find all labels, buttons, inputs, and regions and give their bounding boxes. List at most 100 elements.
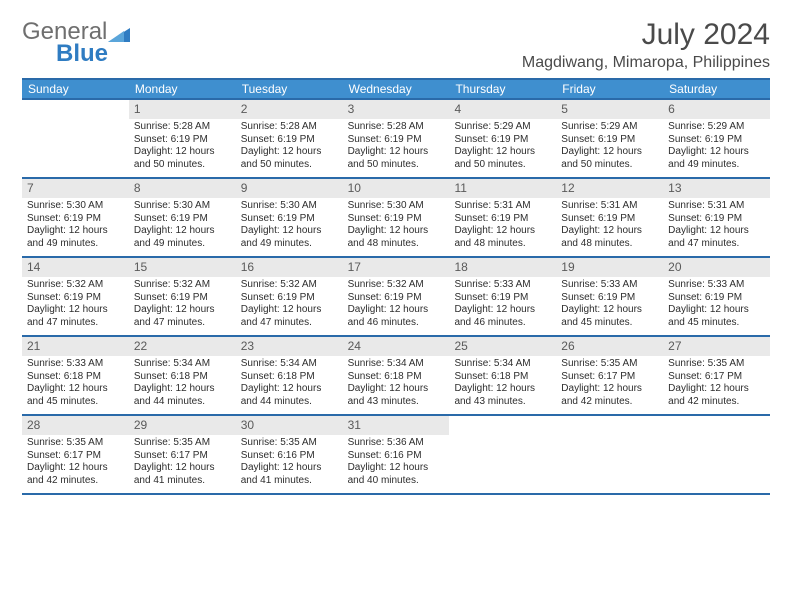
sunrise-label: Sunrise: <box>348 121 387 132</box>
sunrise-value: 5:29 AM <box>494 121 531 132</box>
weekday-header: Sunday <box>22 82 129 96</box>
month-title: July 2024 <box>522 18 770 52</box>
calendar-day-cell: 9Sunrise: 5:30 AMSunset: 6:19 PMDaylight… <box>236 179 343 256</box>
sunrise-value: 5:35 AM <box>280 437 317 448</box>
sunset-value: 6:16 PM <box>277 450 314 461</box>
day-details: Sunrise: 5:28 AMSunset: 6:19 PMDaylight:… <box>241 121 338 171</box>
calendar-day-cell: 31Sunrise: 5:36 AMSunset: 6:16 PMDayligh… <box>343 416 450 493</box>
sunrise-value: 5:31 AM <box>708 200 745 211</box>
sunset-label: Sunset: <box>561 213 598 224</box>
sunset-label: Sunset: <box>241 292 278 303</box>
day-details: Sunrise: 5:33 AMSunset: 6:19 PMDaylight:… <box>454 279 551 329</box>
daylight-label: Daylight: <box>348 304 390 315</box>
daylight-label: Daylight: <box>241 383 283 394</box>
day-details: Sunrise: 5:34 AMSunset: 6:18 PMDaylight:… <box>134 358 231 408</box>
sunrise-value: 5:36 AM <box>387 437 424 448</box>
sunset-value: 6:19 PM <box>384 213 421 224</box>
sunrise-value: 5:35 AM <box>66 437 103 448</box>
sunset-value: 6:17 PM <box>598 371 635 382</box>
sunrise-label: Sunrise: <box>348 279 387 290</box>
calendar-week-row: 14Sunrise: 5:32 AMSunset: 6:19 PMDayligh… <box>22 258 770 337</box>
sunrise-label: Sunrise: <box>27 437 66 448</box>
sunset-label: Sunset: <box>241 213 278 224</box>
sunrise-label: Sunrise: <box>241 279 280 290</box>
day-details: Sunrise: 5:34 AMSunset: 6:18 PMDaylight:… <box>348 358 445 408</box>
sunset-label: Sunset: <box>668 213 705 224</box>
sunset-value: 6:19 PM <box>384 134 421 145</box>
day-number: 20 <box>663 258 770 277</box>
sunset-label: Sunset: <box>134 450 171 461</box>
daylight-label: Daylight: <box>454 383 496 394</box>
calendar-day-cell: 13Sunrise: 5:31 AMSunset: 6:19 PMDayligh… <box>663 179 770 256</box>
sunrise-label: Sunrise: <box>348 200 387 211</box>
calendar-day-cell: 19Sunrise: 5:33 AMSunset: 6:19 PMDayligh… <box>556 258 663 335</box>
daylight-label: Daylight: <box>134 383 176 394</box>
calendar-day-cell: 1Sunrise: 5:28 AMSunset: 6:19 PMDaylight… <box>129 100 236 177</box>
sunrise-value: 5:34 AM <box>280 358 317 369</box>
daylight-label: Daylight: <box>454 304 496 315</box>
sunrise-value: 5:35 AM <box>708 358 745 369</box>
sunset-value: 6:19 PM <box>491 292 528 303</box>
sunset-value: 6:19 PM <box>705 292 742 303</box>
sunrise-value: 5:33 AM <box>708 279 745 290</box>
day-details: Sunrise: 5:35 AMSunset: 6:17 PMDaylight:… <box>668 358 765 408</box>
sunset-value: 6:16 PM <box>384 450 421 461</box>
sunset-label: Sunset: <box>27 371 64 382</box>
sunrise-value: 5:32 AM <box>173 279 210 290</box>
sunset-value: 6:19 PM <box>64 213 101 224</box>
day-details: Sunrise: 5:32 AMSunset: 6:19 PMDaylight:… <box>348 279 445 329</box>
day-details: Sunrise: 5:28 AMSunset: 6:19 PMDaylight:… <box>134 121 231 171</box>
sunset-label: Sunset: <box>27 213 64 224</box>
header: General Blue July 2024 Magdiwang, Mimaro… <box>22 18 770 72</box>
calendar-day-cell: 24 Sunrise: 5:34 AMSunset: 6:18 PMDayligh… <box>343 337 450 414</box>
day-number: 15 <box>129 258 236 277</box>
day-details: Sunrise: 5:32 AMSunset: 6:19 PMDaylight:… <box>27 279 124 329</box>
day-number: 29 <box>129 416 236 435</box>
day-number: 14 <box>22 258 129 277</box>
day-number: 16 <box>236 258 343 277</box>
calendar-week-row: 28Sunrise: 5:35 AMSunset: 6:17 PMDayligh… <box>22 416 770 495</box>
daylight-label: Daylight: <box>27 462 69 473</box>
weekday-header: Saturday <box>663 82 770 96</box>
day-number: 12 <box>556 179 663 198</box>
daylight-label: Daylight: <box>134 225 176 236</box>
day-details: Sunrise: 5:32 AMSunset: 6:19 PMDaylight:… <box>134 279 231 329</box>
day-details: Sunrise: 5:34 AMSunset: 6:18 PMDaylight:… <box>241 358 338 408</box>
calendar-day-cell: 17Sunrise: 5:32 AMSunset: 6:19 PMDayligh… <box>343 258 450 335</box>
daylight-label: Daylight: <box>561 225 603 236</box>
calendar-day-cell: 25Sunrise: 5:34 AMSunset: 6:18 PMDayligh… <box>449 337 556 414</box>
sunrise-label: Sunrise: <box>668 121 707 132</box>
day-details: Sunrise: 5:31 AMSunset: 6:19 PMDaylight:… <box>561 200 658 250</box>
sunset-value: 6:18 PM <box>171 371 208 382</box>
calendar-day-cell: 6Sunrise: 5:29 AMSunset: 6:19 PMDaylight… <box>663 100 770 177</box>
location-text: Magdiwang, Mimaropa, Philippines <box>522 54 770 72</box>
weekday-header: Wednesday <box>343 82 450 96</box>
sunset-label: Sunset: <box>454 371 491 382</box>
daylight-label: Daylight: <box>348 146 390 157</box>
sunrise-value: 5:31 AM <box>494 200 531 211</box>
daylight-label: Daylight: <box>668 383 710 394</box>
sunset-value: 6:19 PM <box>705 134 742 145</box>
sunrise-value: 5:28 AM <box>173 121 210 132</box>
calendar-day-cell: . <box>663 416 770 493</box>
day-number: 3 <box>343 100 450 119</box>
calendar-day-cell: 16Sunrise: 5:32 AMSunset: 6:19 PMDayligh… <box>236 258 343 335</box>
day-number: 24 <box>343 337 450 356</box>
weekday-header: Thursday <box>449 82 556 96</box>
daylight-label: Daylight: <box>27 304 69 315</box>
day-number: 23 <box>236 337 343 356</box>
daylight-label: Daylight: <box>241 146 283 157</box>
calendar-week-row: 21Sunrise: 5:33 AMSunset: 6:18 PMDayligh… <box>22 337 770 416</box>
sunrise-value: 5:32 AM <box>280 279 317 290</box>
sunrise-label: Sunrise: <box>241 437 280 448</box>
sunset-label: Sunset: <box>348 134 385 145</box>
calendar-day-cell: 8Sunrise: 5:30 AMSunset: 6:19 PMDaylight… <box>129 179 236 256</box>
day-details: Sunrise: 5:33 AMSunset: 6:18 PMDaylight:… <box>27 358 124 408</box>
sunset-label: Sunset: <box>134 213 171 224</box>
sunrise-label: Sunrise: <box>134 200 173 211</box>
sunrise-label: Sunrise: <box>561 121 600 132</box>
sunset-label: Sunset: <box>27 292 64 303</box>
daylight-label: Daylight: <box>454 225 496 236</box>
calendar-day-cell: . <box>449 416 556 493</box>
sunrise-label: Sunrise: <box>241 358 280 369</box>
